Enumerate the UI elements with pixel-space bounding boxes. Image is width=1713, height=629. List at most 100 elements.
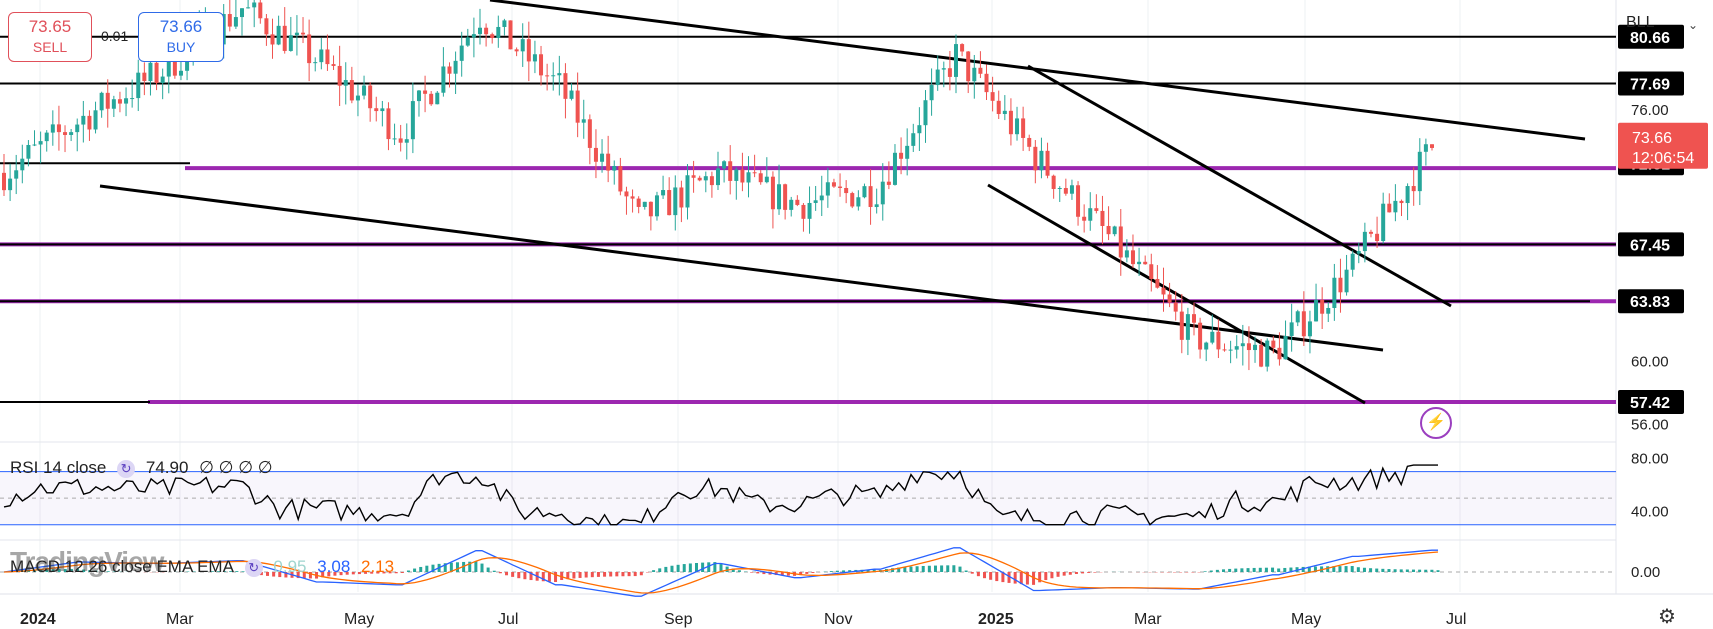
macd-histogram-bar xyxy=(94,570,98,572)
macd-histogram-bar xyxy=(198,571,202,572)
macd-histogram-bar xyxy=(1038,572,1042,583)
refresh-icon[interactable]: ↻ xyxy=(244,558,263,577)
candle-body xyxy=(307,34,312,64)
candle-body xyxy=(63,132,68,135)
candle-body xyxy=(1405,186,1410,204)
candle-body xyxy=(740,169,745,183)
candle-body xyxy=(1283,335,1288,360)
macd-histogram-bar xyxy=(1424,569,1428,572)
macd-histogram-bar xyxy=(1399,569,1403,572)
rsi-legend[interactable]: RSI 14 close ↻ 74.90 ∅ ∅ ∅ ∅ xyxy=(10,458,279,478)
trendline xyxy=(99,184,1384,352)
macd-histogram-bar xyxy=(1044,572,1048,581)
candle-body xyxy=(886,181,891,185)
candle-body xyxy=(258,2,263,19)
candle-body xyxy=(972,67,977,82)
macd-histogram-bar xyxy=(364,572,368,574)
macd-legend[interactable]: MACD 12 26 close EMA EMA ↻ 0.95 3.08 2.1… xyxy=(10,557,400,577)
candle-body xyxy=(825,182,830,196)
refresh-icon[interactable]: ↻ xyxy=(117,459,136,478)
candle-body xyxy=(1381,203,1386,242)
candle-body xyxy=(1265,340,1270,367)
candle-body xyxy=(496,26,501,38)
sell-button[interactable]: 73.65 SELL xyxy=(8,12,92,62)
macd-histogram-bar xyxy=(541,572,545,582)
macd-histogram-bar xyxy=(216,571,220,572)
candle-body xyxy=(850,193,855,207)
gear-icon[interactable]: ⚙ xyxy=(1658,606,1676,628)
macd-histogram-bar xyxy=(1307,566,1311,572)
candle-body xyxy=(1277,347,1282,360)
candle-body xyxy=(130,98,135,100)
candle-body xyxy=(960,44,965,52)
macd-histogram-bar xyxy=(664,566,668,572)
candle-body xyxy=(478,27,482,35)
candle-body xyxy=(471,34,476,38)
macd-histogram-bar xyxy=(63,569,67,572)
candle-body xyxy=(1112,226,1117,235)
macd-histogram-bar xyxy=(88,570,92,572)
candle-body xyxy=(1393,200,1398,213)
bolt-icon[interactable]: ⚡ xyxy=(1420,407,1452,439)
macd-histogram-bar xyxy=(1283,567,1287,572)
countdown-label: 12:06:54 xyxy=(1632,150,1694,167)
candle-body xyxy=(691,175,696,178)
macd-histogram-bar xyxy=(952,565,956,572)
symbol-selector[interactable]: BLL xyxy=(1626,14,1655,31)
macd-histogram-bar xyxy=(419,566,423,572)
macd-histogram-bar xyxy=(106,571,110,572)
candle-body xyxy=(1332,277,1337,308)
macd-histogram-bar xyxy=(780,572,784,576)
macd-histogram-bar xyxy=(443,563,447,572)
macd-histogram-bar xyxy=(719,564,723,572)
candle-body xyxy=(990,92,995,101)
macd-histogram-bar xyxy=(805,572,809,574)
candle-body xyxy=(2,172,6,191)
macd-histogram-bar xyxy=(921,565,925,572)
chevron-down-icon[interactable]: ⌄ xyxy=(1688,18,1699,32)
macd-histogram-bar xyxy=(688,563,692,572)
candle-body xyxy=(117,99,122,104)
candle-body xyxy=(81,115,86,125)
macd-histogram-bar xyxy=(1068,572,1072,575)
candle-body xyxy=(264,18,269,35)
macd-histogram-bar xyxy=(1081,572,1085,574)
macd-histogram-bar xyxy=(970,572,974,574)
candle-body xyxy=(1314,299,1319,322)
candle-body xyxy=(587,119,592,148)
candle-body xyxy=(441,66,446,93)
current-price-label: 73.66 xyxy=(1632,130,1672,147)
macd-histogram-bar xyxy=(633,572,637,577)
candle-body xyxy=(392,138,397,140)
macd-histogram-bar xyxy=(584,572,588,578)
macd-histogram-bar xyxy=(259,572,263,576)
macd-histogram-bar xyxy=(933,565,937,572)
candle-body xyxy=(789,199,794,210)
macd-histogram-bar xyxy=(333,572,337,576)
macd-histogram-bar xyxy=(45,569,49,572)
macd-histogram-bar xyxy=(1375,568,1379,572)
candle-body xyxy=(569,90,574,99)
macd-histogram-bar xyxy=(449,562,453,572)
macd-histogram-bar xyxy=(1062,572,1066,576)
buy-button[interactable]: 73.66 BUY xyxy=(138,12,224,62)
candle-body xyxy=(240,8,244,18)
candle-body xyxy=(227,14,232,27)
candle-body xyxy=(1063,188,1068,194)
macd-histogram-bar xyxy=(284,572,288,578)
candle-body xyxy=(685,175,690,208)
macd-histogram-bar xyxy=(1356,567,1360,572)
macd-histogram-bar xyxy=(498,572,502,574)
macd-histogram-bar xyxy=(1056,572,1060,577)
candle-body xyxy=(1045,150,1050,176)
candle-body xyxy=(178,70,183,76)
candle-body xyxy=(380,108,385,112)
macd-histogram-bar xyxy=(811,572,815,573)
buy-price: 73.66 xyxy=(159,17,203,36)
candle-body xyxy=(1167,294,1172,303)
macd-histogram-bar xyxy=(1381,568,1385,572)
candle-body xyxy=(404,139,409,143)
candle-body xyxy=(966,51,971,82)
candle-body xyxy=(795,199,800,205)
